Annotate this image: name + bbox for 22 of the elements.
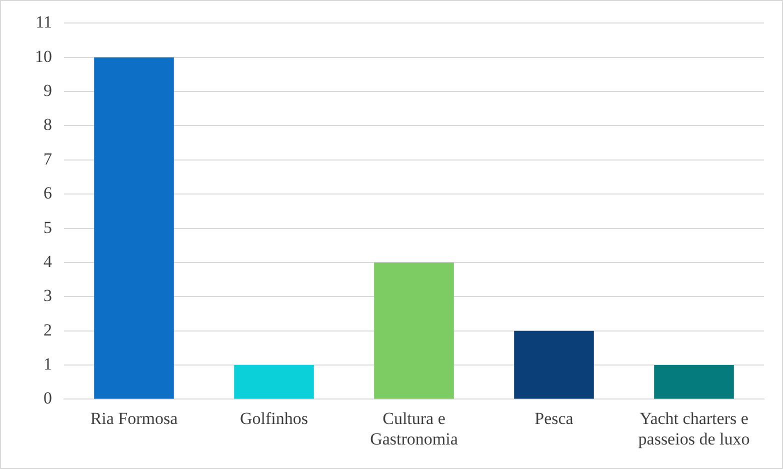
y-tick-label: 7 [44, 149, 52, 168]
y-tick-label: 5 [44, 218, 52, 237]
y-tick-label: 11 [36, 12, 52, 32]
y-tick-label: 8 [44, 115, 52, 134]
y-tick-label: 1 [44, 354, 52, 374]
y-tick-label: 4 [44, 252, 52, 271]
bar [514, 330, 594, 399]
bar [654, 365, 734, 399]
y-tick-label: 9 [44, 81, 52, 100]
bar [234, 365, 314, 399]
x-tick-label: Cultura e Gastronomia [370, 408, 458, 448]
bar [94, 57, 174, 399]
x-tick-label: Pesca [534, 408, 574, 428]
y-tick-label: 2 [44, 320, 52, 340]
y-tick-label: 6 [44, 184, 52, 203]
x-tick-label: Yacht charters e passeios de luxo [638, 408, 750, 448]
y-tick-label: 0 [44, 388, 52, 408]
y-tick-label: 10 [35, 46, 52, 66]
y-tick-label: 3 [44, 286, 52, 306]
x-tick-label: Golfinhos [240, 408, 308, 428]
bar [374, 262, 454, 399]
x-tick-label: Ria Formosa [90, 408, 178, 428]
